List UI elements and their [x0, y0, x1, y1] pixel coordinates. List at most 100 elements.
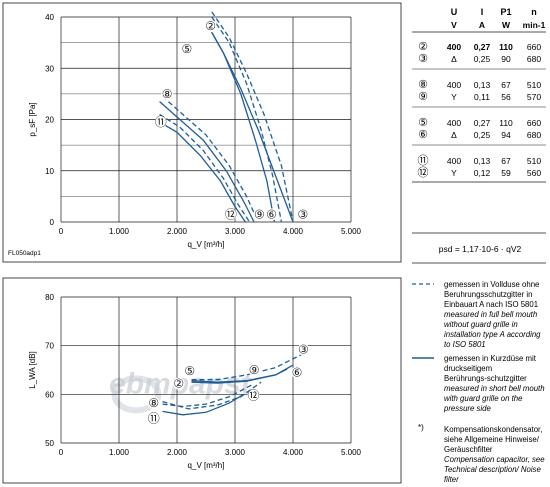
legend-line: Kompensationskondensator,	[444, 425, 542, 434]
row-p: 94	[501, 130, 511, 140]
row-u: Δ	[451, 54, 457, 64]
legend-solid-text: gemessen in Kurzdüse mitdruckseitigemBer…	[443, 354, 545, 413]
pressure-curve-label: ③	[296, 207, 309, 221]
row-u: 400	[447, 80, 461, 90]
svg-text:②: ②	[205, 19, 216, 33]
table-row: ⑤ 400 0,27 110 660	[418, 117, 541, 129]
row-curve-id: ②	[418, 41, 428, 53]
svg-text:⑤: ⑤	[181, 42, 192, 56]
row-u: Y	[451, 168, 457, 178]
pressure-y-tick-label: 20	[45, 116, 54, 125]
row-curve-id: ⑥	[418, 129, 428, 141]
sound-x-tick-label: 2.000	[167, 448, 188, 457]
pressure-formula: psd = 1,17·10-6 · qV2	[439, 244, 522, 254]
sound-curve-label: ⑤	[183, 364, 196, 378]
row-curve-id: ⑫	[418, 166, 429, 179]
row-n: 680	[527, 130, 541, 140]
sound-y-tick-label: 50	[45, 439, 54, 448]
table-row: ⑨ Y 0,11 56 570	[418, 91, 541, 103]
pressure-x-tick-label: 2.000	[167, 227, 188, 236]
svg-text:⑪: ⑪	[148, 412, 160, 426]
sound-curve-label: ⑧	[147, 396, 160, 410]
table-row: ② 400 0,27 110 660	[418, 41, 541, 53]
sound-curve-dashed	[191, 352, 305, 381]
pressure-chart: 0 1.000 2.000 3.000 4.000 5.000 0 10 20 30 40 q_V […	[2, 2, 402, 263]
sound-curve-solid	[191, 368, 288, 383]
row-curve-id: ⑧	[418, 79, 428, 91]
col-header-n: n	[531, 7, 537, 17]
row-curve-id: ⑤	[418, 117, 428, 129]
row-curve-id: ③	[418, 53, 428, 65]
svg-text:⑧: ⑧	[162, 87, 173, 101]
sound-chart: ebmpapst01.0002.0003.0004.0005.000506070…	[2, 277, 402, 484]
row-i: 0,27	[474, 118, 491, 128]
sound-curve-label: ⑫	[248, 388, 260, 402]
row-p: 67	[501, 156, 511, 166]
pressure-curve-label: ⑨	[253, 207, 266, 221]
legend-note-text: Kompensationskondensator,siehe Allgemein…	[444, 425, 545, 484]
sound-curve-label: ③	[297, 343, 310, 357]
row-n: 510	[527, 156, 541, 166]
pressure-curve-label: ⑫	[225, 207, 237, 221]
legend: gemessen in Vollduse ohneBeruhrungsschut…	[412, 280, 545, 484]
col-unit-n: min-1	[523, 20, 546, 30]
col-unit-p1: W	[502, 20, 511, 30]
drawing-code: FL050adp1	[8, 250, 41, 257]
legend-line: installation type A according	[444, 330, 541, 339]
svg-text:⑧: ⑧	[148, 396, 159, 410]
pressure-x-tick-label: 3.000	[225, 227, 246, 236]
legend-line: without guard grille in	[444, 320, 518, 329]
pressure-curve-solid	[159, 101, 255, 223]
svg-text:③: ③	[297, 207, 308, 221]
row-u: 400	[447, 156, 461, 166]
row-u: 400	[447, 42, 461, 52]
legend-line: Beruhrungsschutzgitter in	[444, 290, 532, 299]
sound-curve-solid	[162, 393, 245, 416]
sound-y-axis-label: L_WA [dB]	[28, 351, 37, 389]
svg-text:⑨: ⑨	[254, 207, 265, 221]
sound-x-tick-label: 4.000	[283, 448, 304, 457]
pressure-x-tick-label: 1.000	[109, 227, 130, 236]
svg-text:②: ②	[173, 377, 184, 391]
legend-line: to ISO 5801	[444, 340, 486, 349]
row-p: 110	[499, 42, 513, 52]
table-row: ⑪ 400 0,13 67 510	[418, 154, 542, 167]
legend-line: measured in short bell mouth	[444, 384, 545, 393]
row-n: 660	[527, 118, 541, 128]
col-header-u: U	[451, 7, 458, 17]
sound-curve-dashed	[162, 381, 262, 410]
row-i: 0,11	[474, 92, 490, 102]
sound-x-tick-label: 3.000	[225, 448, 246, 457]
col-unit-u: V	[451, 20, 457, 30]
pressure-curve-label: ⑥	[265, 207, 278, 221]
sound-x-tick-label: 1.000	[109, 448, 130, 457]
sound-y-tick-label: 60	[45, 390, 54, 399]
table-row: ③ Δ 0,25 90 680	[418, 53, 541, 65]
pressure-curve-dashed	[162, 95, 259, 223]
sound-curve-dashed	[162, 384, 253, 408]
pressure-y-tick-label: 30	[45, 64, 54, 73]
row-i: 0,27	[474, 42, 491, 52]
electrical-data-table: U I P1 n V A W min-1 ② 400 0,27 110 660 ③ Δ 0,2…	[412, 7, 546, 264]
pressure-curve-solid	[208, 26, 276, 223]
pressure-y-tick-label: 10	[45, 167, 54, 176]
row-i: 0,12	[474, 168, 491, 178]
legend-line: Technical description/ Noise	[444, 465, 541, 474]
pressure-x-tick-label: 4.000	[283, 227, 304, 236]
row-i: 0,13	[474, 156, 491, 166]
row-n: 560	[527, 168, 541, 178]
pressure-curve-dashed	[211, 11, 294, 223]
legend-line: druckseitigem	[444, 364, 492, 373]
pressure-curve-label: ⑧	[161, 87, 174, 101]
row-i: 0,25	[474, 54, 491, 64]
row-p: 90	[501, 54, 511, 64]
sound-curve-label: ⑥	[291, 365, 304, 379]
svg-text:⑨: ⑨	[249, 363, 260, 377]
pressure-curve-label: ②	[204, 19, 217, 33]
table-row: ⑥ Δ 0,25 94 680	[418, 129, 541, 141]
legend-line: pressure side	[443, 404, 491, 413]
pressure-x-axis-label: q_V [m³/h]	[188, 240, 225, 249]
legend-line: siehe Allgemeine Hinweise/	[444, 435, 540, 444]
row-curve-id: ⑪	[418, 154, 429, 167]
pressure-y-tick-label: 40	[45, 13, 54, 22]
